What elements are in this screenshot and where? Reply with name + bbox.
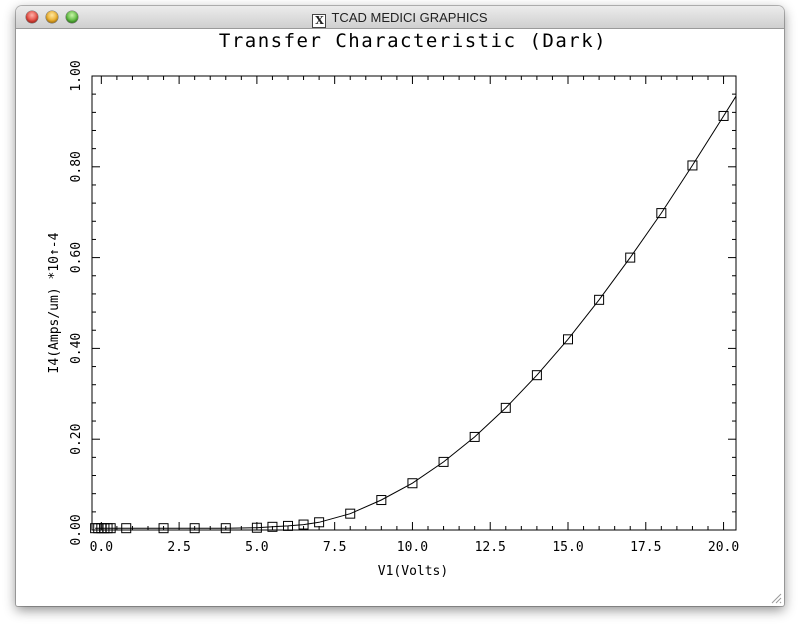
data-point [283, 520, 293, 531]
y-tick-label: 0.20 [69, 424, 84, 455]
data-point [407, 478, 418, 489]
chart-title: Transfer Characteristic (Dark) [219, 30, 607, 52]
data-point [314, 517, 325, 528]
data-point [158, 523, 169, 534]
x-tick-label: 10.0 [397, 540, 428, 555]
data-point [251, 522, 262, 533]
y-tick-label: 0.60 [69, 242, 84, 273]
data-point [718, 110, 729, 121]
x-tick-label: 15.0 [552, 540, 583, 555]
x-tick-label: 0.0 [90, 540, 113, 555]
data-point [594, 294, 605, 305]
data-point [345, 508, 356, 519]
data-point [376, 495, 387, 506]
x-tick-label: 20.0 [708, 540, 739, 555]
x11-icon: X [312, 14, 327, 28]
data-point [531, 370, 542, 381]
x-axis-label: V1(Volts) [378, 564, 448, 579]
data-point [298, 519, 309, 530]
y-tick-label: 0.80 [69, 151, 84, 182]
data-point [189, 523, 200, 534]
zoom-button[interactable] [66, 11, 78, 23]
data-point [500, 402, 511, 413]
y-tick-label: 1.00 [69, 60, 84, 91]
app-window: X TCAD MEDICI GRAPHICS Transfer Character… [16, 6, 784, 606]
title-bar[interactable]: X TCAD MEDICI GRAPHICS [16, 6, 784, 29]
x-tick-label: 2.5 [167, 540, 190, 555]
data-point [625, 252, 636, 263]
window-title: TCAD MEDICI GRAPHICS [331, 10, 488, 25]
y-tick-label: 0.40 [69, 333, 84, 364]
data-point [105, 523, 116, 534]
plot-area: Transfer Characteristic (Dark) 0.0 2.5 5.0… [16, 29, 784, 606]
data-point [687, 160, 698, 171]
y-tick-label: 0.00 [69, 514, 84, 545]
data-point [563, 334, 573, 345]
x-tick-label: 7.5 [323, 540, 346, 555]
data-point [121, 523, 132, 534]
tick-labels: 0.0 2.5 5.0 7.5 10.0 12.5 15.0 17.5 20.0 0.00 0.20… [69, 60, 739, 555]
x-tick-label: 12.5 [475, 540, 506, 555]
data-point [220, 523, 231, 534]
transfer-chart: Transfer Characteristic (Dark) 0.0 2.5 5.0… [47, 30, 739, 579]
plot-frame [91, 75, 737, 531]
x-tick-label: 17.5 [630, 540, 661, 555]
y-axis-label: I4(Amps/um) *10↑-4 [47, 232, 62, 373]
close-button[interactable] [26, 11, 38, 23]
data-point [438, 456, 449, 467]
data-point [267, 521, 278, 532]
series-line [95, 95, 737, 529]
minimize-button[interactable] [46, 11, 58, 23]
resize-grip-icon[interactable] [770, 592, 782, 604]
axis-ticks [92, 75, 736, 531]
series-markers [90, 110, 729, 534]
x-tick-label: 5.0 [245, 540, 268, 555]
data-point [469, 431, 480, 442]
data-point [656, 208, 667, 219]
